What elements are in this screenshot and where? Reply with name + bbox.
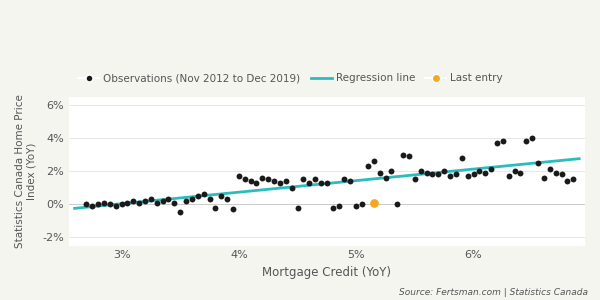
Point bbox=[111, 203, 121, 208]
Point bbox=[164, 197, 173, 202]
Point bbox=[293, 205, 302, 210]
Point bbox=[263, 177, 273, 182]
Point bbox=[146, 197, 155, 202]
Point bbox=[469, 172, 478, 177]
Point bbox=[451, 172, 461, 177]
Point bbox=[251, 180, 261, 185]
Point bbox=[422, 170, 431, 175]
Point bbox=[352, 203, 361, 208]
Point bbox=[187, 197, 197, 202]
Point bbox=[275, 180, 285, 185]
Legend: Observations (Nov 2012 to Dec 2019), Regression line, Last entry: Observations (Nov 2012 to Dec 2019), Reg… bbox=[74, 69, 507, 87]
Point bbox=[481, 170, 490, 175]
Point bbox=[93, 202, 103, 207]
Point bbox=[205, 197, 214, 202]
Point bbox=[158, 199, 167, 203]
Point bbox=[557, 172, 566, 177]
Point bbox=[105, 202, 115, 207]
Point bbox=[498, 139, 508, 144]
Point bbox=[428, 172, 437, 177]
Point bbox=[240, 177, 250, 182]
Point bbox=[328, 205, 338, 210]
Point bbox=[310, 177, 320, 182]
Point bbox=[322, 180, 332, 185]
Point bbox=[99, 200, 109, 205]
Point bbox=[515, 170, 525, 175]
Point bbox=[539, 175, 549, 180]
Point bbox=[463, 174, 472, 178]
Point bbox=[404, 154, 414, 159]
Point bbox=[82, 202, 91, 207]
Point bbox=[563, 178, 572, 183]
Point bbox=[533, 160, 543, 165]
Point bbox=[551, 170, 560, 175]
Point bbox=[434, 172, 443, 177]
Point bbox=[211, 205, 220, 210]
Point bbox=[269, 178, 279, 183]
Point bbox=[88, 203, 97, 208]
Point bbox=[199, 192, 208, 197]
Point bbox=[410, 177, 419, 182]
Point bbox=[299, 177, 308, 182]
Point bbox=[504, 174, 514, 178]
Point bbox=[346, 178, 355, 183]
Point bbox=[117, 202, 127, 207]
Point bbox=[217, 194, 226, 198]
Point bbox=[375, 170, 385, 175]
Point bbox=[445, 174, 455, 178]
Point bbox=[510, 169, 520, 173]
Point bbox=[281, 178, 290, 183]
Point bbox=[134, 200, 144, 205]
Point bbox=[568, 177, 578, 182]
Point bbox=[316, 180, 326, 185]
Point bbox=[369, 159, 379, 164]
Point bbox=[521, 139, 531, 144]
Point bbox=[492, 141, 502, 146]
Point bbox=[122, 200, 132, 205]
Point bbox=[363, 164, 373, 169]
Point bbox=[487, 167, 496, 172]
Point bbox=[416, 169, 425, 173]
Point bbox=[457, 155, 467, 160]
Point bbox=[527, 136, 537, 140]
Point bbox=[257, 175, 267, 180]
Point bbox=[234, 174, 244, 178]
Point bbox=[152, 200, 161, 205]
Point bbox=[140, 199, 150, 203]
Point bbox=[334, 203, 343, 208]
Point bbox=[475, 169, 484, 173]
Point bbox=[128, 199, 138, 203]
Point bbox=[181, 199, 191, 203]
Text: Source: Fertsman.com | Statistics Canada: Source: Fertsman.com | Statistics Canada bbox=[399, 288, 588, 297]
Point bbox=[357, 202, 367, 207]
Point bbox=[170, 200, 179, 205]
Point bbox=[223, 197, 232, 202]
Point bbox=[287, 185, 296, 190]
Point bbox=[392, 202, 402, 207]
Point bbox=[246, 178, 256, 183]
Point bbox=[340, 177, 349, 182]
Point bbox=[545, 167, 554, 172]
Point bbox=[398, 152, 408, 157]
Point bbox=[228, 207, 238, 212]
Point bbox=[175, 210, 185, 215]
Point bbox=[439, 169, 449, 173]
Point bbox=[381, 175, 391, 180]
Point bbox=[193, 194, 203, 198]
Point bbox=[304, 180, 314, 185]
Point bbox=[386, 169, 396, 173]
Y-axis label: Statistics Canada Home Price
Index (YoY): Statistics Canada Home Price Index (YoY) bbox=[15, 94, 37, 248]
Point bbox=[369, 200, 379, 205]
X-axis label: Mortgage Credit (YoY): Mortgage Credit (YoY) bbox=[262, 266, 391, 279]
